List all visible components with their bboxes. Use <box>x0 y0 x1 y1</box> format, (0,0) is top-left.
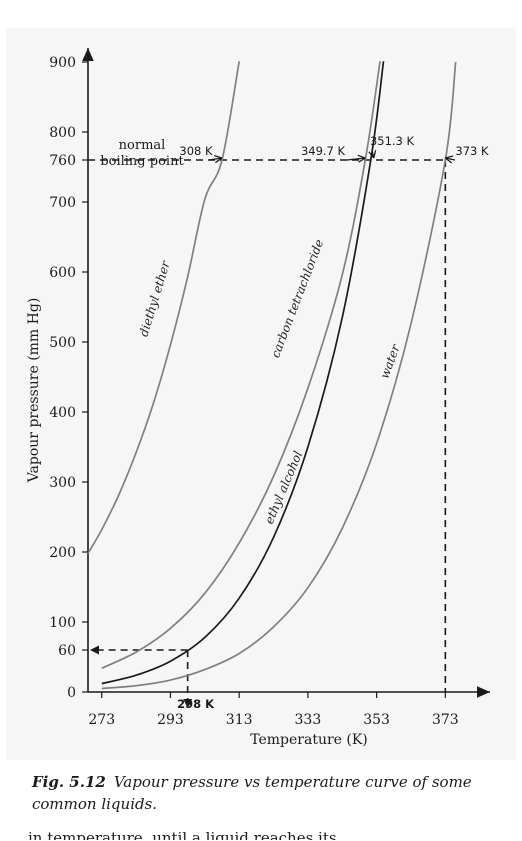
normal-boiling-point-label-line1: normal <box>119 138 166 153</box>
curve-diethyl-ether <box>87 61 241 554</box>
bp-label-ethyl-alcohol: 351.3 K <box>370 134 415 148</box>
y-tick-label: 200 <box>49 545 76 561</box>
arrow-60-head <box>90 645 99 655</box>
series-label-carbon-tetrachloride: carbon tetrachloride <box>268 237 326 359</box>
y-tick-label: 500 <box>49 335 76 351</box>
x-tick-label: 373 <box>432 712 459 728</box>
y-tick-label: 900 <box>49 55 76 71</box>
y-tick-label: 100 <box>49 615 76 631</box>
bp-arrowhead-ethyl-alcohol <box>368 150 377 159</box>
x-tick-label: 313 <box>226 712 253 728</box>
curve-ethyl-alcohol <box>101 61 385 685</box>
series-label-water: water <box>377 342 403 381</box>
figure-number: Fig. 5.12 <box>32 773 106 791</box>
y-tick-label: 300 <box>49 475 76 491</box>
figure-caption-text: Vapour pressure vs temperature curve of … <box>32 773 472 813</box>
trailing-text: in temperature, until a liquid reaches i… <box>28 829 337 840</box>
bp-label-diethyl-ether: 308 K <box>179 144 213 158</box>
y-tick-label: 760 <box>49 153 76 169</box>
y-tick-label: 400 <box>49 405 76 421</box>
bp-arrowhead-water <box>444 155 454 164</box>
bp-arrowhead-carbon-tetrachloride <box>357 154 366 163</box>
y-tick-label: 60 <box>58 643 76 659</box>
curve-water <box>101 61 457 690</box>
y-tick-label: 700 <box>49 195 76 211</box>
cut-off-text-line: in temperature, until a liquid reaches i… <box>28 826 508 840</box>
curve-carbon-tetrachloride <box>101 61 381 669</box>
y-tick-label: 600 <box>49 265 76 281</box>
x-extra-tick-label: 298 K <box>177 697 215 711</box>
y-axis-title: Vapour pressure (mm Hg) <box>26 298 42 484</box>
bp-arrow-water <box>445 157 456 161</box>
bp-label-carbon-tetrachloride: 349.7 K <box>301 144 346 158</box>
figure-caption: Fig. 5.12 Vapour pressure vs temperature … <box>32 771 516 815</box>
x-tick-label: 273 <box>88 712 115 728</box>
bp-arrowhead-diethyl-ether <box>214 155 223 164</box>
x-tick-label: 293 <box>157 712 184 728</box>
vapour-pressure-chart: 0 100 200 300 400 500 600 700 800 900 60 760 273 293 3… <box>26 48 490 748</box>
bp-label-water: 373 K <box>455 144 489 158</box>
series-label-diethyl-ether: diethyl ether <box>137 258 174 338</box>
x-axis-title: Temperature (K) <box>250 732 368 748</box>
bp-arrow-diethyl-ether <box>208 157 223 161</box>
normal-boiling-point-label-line2: boiling point <box>100 154 184 169</box>
y-tick-label: 800 <box>49 125 76 141</box>
arrow-298-head <box>183 699 193 708</box>
x-tick-label: 333 <box>295 712 322 728</box>
x-tick-label: 353 <box>363 712 390 728</box>
bp-arrow-carbon-tetrachloride <box>346 157 366 161</box>
y-tick-label: 0 <box>67 685 76 701</box>
